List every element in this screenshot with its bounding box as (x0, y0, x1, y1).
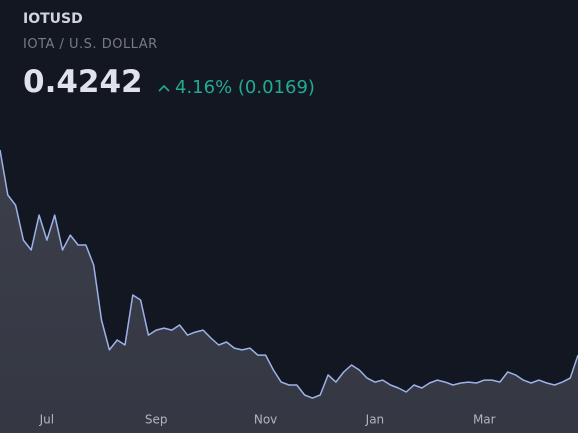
x-tick-label: Nov (254, 413, 277, 427)
change-text: 4.16% (0.0169) (175, 77, 315, 98)
area-fill (0, 150, 578, 433)
up-arrow-icon (158, 84, 170, 92)
x-tick-label: Sep (145, 413, 168, 427)
last-price: 0.4242 (23, 64, 143, 100)
x-tick-label: Mar (473, 413, 496, 427)
price-change: 4.16% (0.0169) (158, 77, 315, 98)
symbol: IOTUSD (23, 11, 83, 27)
x-tick-label: Jan (365, 413, 385, 427)
price-line (0, 149, 578, 399)
x-tick-label: Jul (39, 413, 54, 427)
symbol-description: IOTA / U.S. DOLLAR (23, 37, 158, 52)
